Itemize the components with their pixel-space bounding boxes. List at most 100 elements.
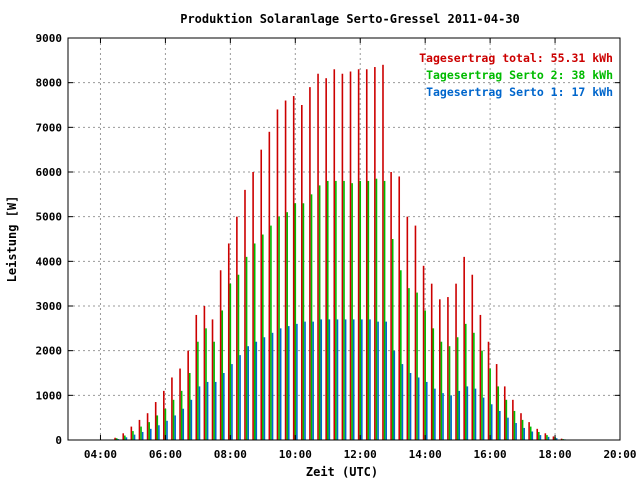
bar	[255, 341, 258, 440]
bar	[219, 270, 222, 440]
bar	[125, 437, 128, 440]
bar	[374, 67, 376, 441]
bar	[154, 402, 157, 440]
bar	[294, 203, 297, 440]
bar	[479, 314, 482, 440]
bar	[237, 274, 240, 440]
bar	[357, 69, 360, 441]
bar	[115, 438, 118, 440]
bar	[440, 341, 443, 440]
bar	[239, 355, 241, 440]
bar	[393, 350, 396, 440]
bar	[318, 185, 321, 440]
bar	[190, 399, 193, 440]
bar	[361, 319, 363, 440]
x-tick-label: 04:00	[84, 448, 117, 461]
bar	[442, 393, 444, 440]
bars	[114, 64, 566, 441]
bar	[320, 319, 323, 440]
bar	[456, 337, 459, 440]
y-axis-label: Leistung [W]	[5, 196, 19, 283]
y-tick-label: 1000	[36, 389, 63, 402]
bar	[221, 310, 224, 440]
legend-entry: Tagesertrag Serto 2: 38 kWh	[426, 68, 613, 82]
bar	[359, 180, 362, 440]
bar	[497, 386, 500, 440]
bar	[471, 274, 474, 440]
bar	[520, 413, 522, 440]
bar	[447, 297, 449, 440]
bar	[489, 368, 491, 440]
bar	[296, 323, 298, 440]
bar	[377, 321, 379, 440]
bar	[539, 435, 542, 440]
y-tick-label: 3000	[36, 300, 63, 313]
bar	[503, 386, 506, 440]
bar	[156, 415, 159, 440]
bar	[481, 350, 483, 440]
y-tick-label: 7000	[36, 121, 63, 134]
bar	[211, 319, 214, 440]
bar	[223, 373, 225, 440]
bar	[422, 265, 425, 440]
bar	[463, 256, 465, 440]
x-tick-label: 18:00	[538, 448, 571, 461]
bar	[466, 386, 469, 440]
bar	[213, 341, 215, 440]
bar	[229, 283, 232, 440]
bar	[140, 426, 142, 440]
bar	[132, 431, 134, 440]
bar	[166, 420, 168, 440]
bar	[490, 404, 493, 440]
bar	[263, 337, 266, 440]
bar	[114, 437, 116, 440]
bar	[538, 431, 540, 440]
bar	[279, 328, 282, 440]
bar	[198, 386, 201, 440]
bar	[309, 87, 311, 440]
bar	[464, 323, 467, 440]
bar	[430, 283, 433, 440]
bar	[252, 172, 254, 440]
bar	[400, 270, 402, 440]
bar	[495, 364, 498, 440]
bar	[408, 288, 410, 440]
bar	[369, 319, 371, 440]
y-tick-label: 5000	[36, 211, 63, 224]
bar	[450, 395, 452, 440]
bar	[513, 410, 516, 440]
bar	[197, 341, 199, 440]
bar	[286, 212, 288, 440]
bar	[172, 399, 175, 440]
bar	[333, 69, 336, 441]
bar	[276, 109, 279, 440]
bar	[455, 283, 457, 440]
x-tick-label: 14:00	[409, 448, 442, 461]
bar	[124, 435, 126, 440]
x-tick-label: 06:00	[149, 448, 182, 461]
bar	[203, 306, 206, 440]
bar	[158, 425, 160, 440]
chart-title: Produktion Solaranlage Serto-Gressel 201…	[180, 12, 520, 26]
bar	[122, 433, 125, 440]
legend-entry: Tagesertrag total: 55.31 kWh	[419, 51, 613, 65]
bar	[260, 149, 263, 440]
bar	[278, 216, 280, 440]
bar	[417, 377, 420, 440]
bar	[343, 180, 345, 440]
bar	[560, 438, 563, 440]
bar	[341, 73, 344, 440]
bar	[439, 299, 441, 440]
bar	[351, 183, 353, 440]
y-tick-label: 6000	[36, 166, 63, 179]
bar	[271, 332, 274, 440]
bar	[352, 319, 355, 440]
y-axis: 0 1000 2000 3000 4000 5000 6000 7000 8000 9000	[36, 32, 620, 447]
bar	[302, 203, 305, 440]
bar	[304, 321, 306, 440]
bar	[292, 96, 295, 441]
bar	[163, 390, 165, 440]
bar	[375, 178, 378, 440]
bar	[391, 239, 394, 440]
